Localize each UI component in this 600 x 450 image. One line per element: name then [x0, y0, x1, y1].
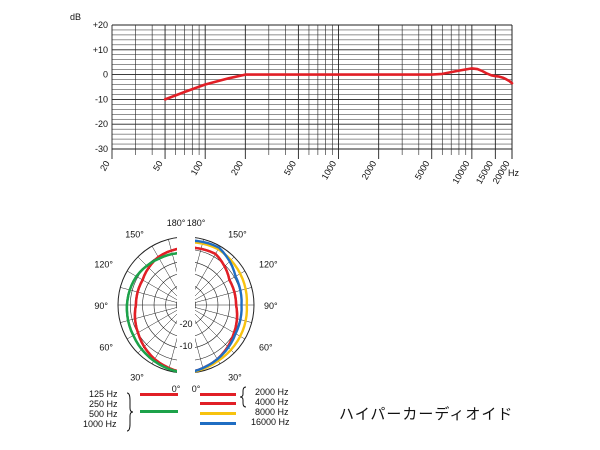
legend-right-brace — [239, 386, 247, 408]
legend-label-8000: 8000 Hz — [255, 407, 289, 417]
polar-angle-label: 0° — [192, 384, 201, 394]
polar-angle-label: 90° — [264, 301, 278, 311]
polar-spoke — [120, 304, 187, 323]
polar-angle-labels: 180° 180° 150° 150° 120° 120° 90° 90° 60° 60° 30° 3… — [94, 218, 278, 394]
legend-label-500: 500 Hz — [89, 409, 118, 419]
polar-series-8000hz — [185, 241, 249, 375]
polar-pattern-chart: 180° 180° 150° 150° 120° 120° 90° 90° 60° 60° 30° 3… — [94, 218, 278, 394]
polar-angle-label: 150° — [125, 229, 144, 239]
legend-line-green-left — [140, 410, 178, 413]
polar-angle-label: 90° — [94, 301, 108, 311]
polar-angle-label: 30° — [228, 373, 242, 383]
legend-label-16000: 16000 Hz — [251, 417, 290, 427]
y-tick-label: -30 — [95, 144, 108, 154]
x-tick-label: 20 — [98, 159, 112, 173]
pattern-caption: ハイパーカーディオイド — [339, 406, 514, 423]
legend-label-1000: 1000 Hz — [83, 419, 117, 429]
y-tick-label: +10 — [93, 45, 108, 55]
y-axis-label: dB — [70, 12, 81, 22]
polar-radial-labels: -20 -10 — [179, 319, 192, 351]
y-tick-label: 0 — [103, 70, 108, 80]
frequency-response-line — [163, 67, 514, 101]
legend-line-blue — [200, 422, 236, 425]
polar-angle-label: 60° — [259, 342, 273, 352]
polar-series — [125, 239, 249, 375]
y-tick-label: -20 — [95, 119, 108, 129]
polar-angle-label: 150° — [228, 229, 247, 239]
legend-label-250: 250 Hz — [89, 399, 118, 409]
polar-center-divider — [177, 221, 195, 389]
frequency-response-chart: +20+100-10-20-30 20 50 100 200 500 1000 2000 50… — [70, 12, 519, 186]
legend-label-125: 125 Hz — [89, 389, 118, 399]
polar-radial-label: -10 — [179, 341, 192, 351]
polar-angle-label: 0° — [172, 384, 181, 394]
legend-label-4000: 4000 Hz — [255, 397, 289, 407]
polar-angle-label: 30° — [130, 373, 144, 383]
frequency-y-tick-labels: +20 +10 0 -10 -20 -30 — [93, 20, 108, 154]
polar-angle-label: 60° — [99, 342, 113, 352]
polar-angle-label: 120° — [259, 260, 278, 270]
polar-series-1000hz — [125, 251, 187, 375]
polar-angle-label: 180° — [167, 218, 186, 228]
legend-line-red-right-1 — [200, 393, 236, 396]
x-tick-label: 50 — [151, 159, 165, 173]
polar-spoke — [120, 287, 187, 306]
polar-angle-label: 180° — [187, 218, 206, 228]
polar-spoke — [126, 304, 187, 340]
y-tick-label: +20 — [93, 20, 108, 30]
legend-label-2000: 2000 Hz — [255, 387, 289, 397]
polar-series-16000hz — [185, 239, 243, 375]
polar-radial-label: -20 — [179, 319, 192, 329]
polar-series-250hz — [133, 246, 187, 375]
legend-line-red-left — [140, 393, 178, 396]
legend-line-red-right-2 — [200, 402, 236, 405]
legend-left-brace — [126, 392, 134, 432]
x-axis-unit: Hz — [508, 168, 519, 178]
frequency-series — [163, 67, 514, 101]
legend-line-yellow — [200, 412, 236, 415]
polar-angle-label: 120° — [94, 260, 113, 270]
y-tick-label: -10 — [95, 94, 108, 104]
